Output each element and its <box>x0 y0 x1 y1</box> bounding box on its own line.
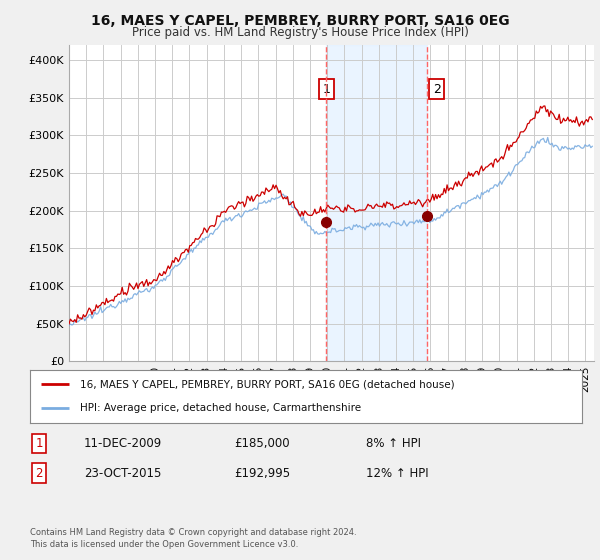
Text: £192,995: £192,995 <box>234 466 290 480</box>
Text: 16, MAES Y CAPEL, PEMBREY, BURRY PORT, SA16 0EG: 16, MAES Y CAPEL, PEMBREY, BURRY PORT, S… <box>91 14 509 28</box>
Text: £185,000: £185,000 <box>234 437 290 450</box>
Text: 2: 2 <box>433 82 440 96</box>
Bar <box>326 45 427 361</box>
Text: HPI: Average price, detached house, Carmarthenshire: HPI: Average price, detached house, Carm… <box>80 403 361 413</box>
Text: 1: 1 <box>35 437 43 450</box>
Text: 1: 1 <box>322 82 330 96</box>
Text: 23-OCT-2015: 23-OCT-2015 <box>84 466 161 480</box>
Text: This data is licensed under the Open Government Licence v3.0.: This data is licensed under the Open Gov… <box>30 540 298 549</box>
Text: Contains HM Land Registry data © Crown copyright and database right 2024.: Contains HM Land Registry data © Crown c… <box>30 528 356 536</box>
Text: 12% ↑ HPI: 12% ↑ HPI <box>366 466 428 480</box>
Text: 16, MAES Y CAPEL, PEMBREY, BURRY PORT, SA16 0EG (detached house): 16, MAES Y CAPEL, PEMBREY, BURRY PORT, S… <box>80 380 454 390</box>
Text: 8% ↑ HPI: 8% ↑ HPI <box>366 437 421 450</box>
Text: 11-DEC-2009: 11-DEC-2009 <box>84 437 162 450</box>
Text: 2: 2 <box>35 466 43 480</box>
Text: Price paid vs. HM Land Registry's House Price Index (HPI): Price paid vs. HM Land Registry's House … <box>131 26 469 39</box>
